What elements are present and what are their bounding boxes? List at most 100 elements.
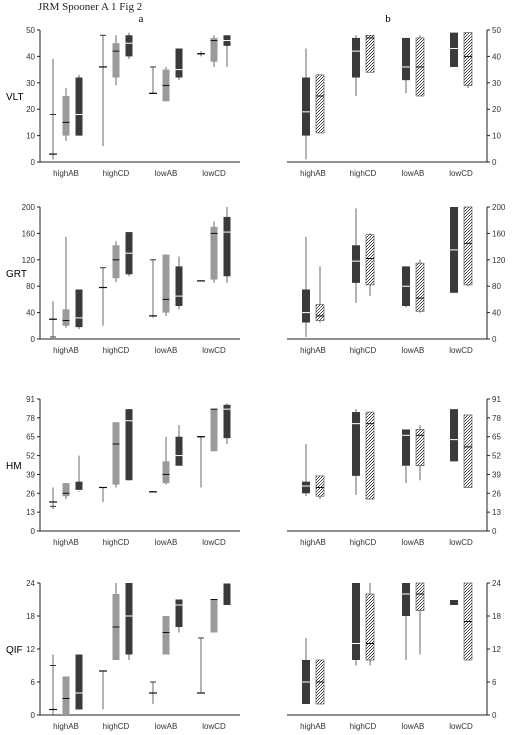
box-hatched <box>365 34 375 73</box>
box-body <box>450 599 458 605</box>
y-tick-label: 12 <box>26 645 35 654</box>
box-dark <box>75 289 83 330</box>
box-gray <box>210 221 218 283</box>
y-tick-label: 78 <box>26 414 35 423</box>
y-tick-label: 91 <box>492 395 501 404</box>
box-body <box>125 35 133 57</box>
box-body <box>125 583 133 655</box>
box-body <box>175 48 183 78</box>
y-tick-label: 50 <box>26 26 35 35</box>
box-dark <box>125 232 133 277</box>
box-body <box>210 226 218 280</box>
box-body <box>75 77 83 136</box>
box-body <box>352 412 360 476</box>
box-line <box>149 259 157 318</box>
box-line <box>197 436 205 488</box>
box-body <box>402 429 410 466</box>
box-body <box>210 37 218 62</box>
box-gray <box>210 599 218 633</box>
box-hatched <box>315 659 325 705</box>
y-tick-label: 120 <box>492 256 506 265</box>
box-body <box>365 34 375 73</box>
y-tick-label: 0 <box>492 527 497 536</box>
box-dark <box>302 236 310 338</box>
y-tick-label: 12 <box>492 645 501 654</box>
box-dark <box>75 74 83 136</box>
x-tick-label: highCD <box>350 346 377 355</box>
box-hatched <box>415 259 425 313</box>
box-body <box>315 304 325 321</box>
box-body <box>415 262 425 312</box>
x-tick-label: highCD <box>103 538 130 547</box>
box-hatched <box>365 583 375 666</box>
box-dark <box>223 207 231 283</box>
box-gray <box>162 254 170 316</box>
y-tick-label: 52 <box>26 452 35 461</box>
y-tick-label: 160 <box>22 229 36 238</box>
box-body <box>223 216 231 277</box>
box-body <box>210 599 218 633</box>
y-axis-label: GRT <box>6 269 27 280</box>
box-line <box>49 301 57 338</box>
y-tick-label: 24 <box>26 579 35 588</box>
y-tick-label: 0 <box>31 711 36 720</box>
box-dark <box>352 409 360 495</box>
box-hatched <box>315 266 325 323</box>
box-body <box>352 37 360 78</box>
box-body <box>112 245 120 279</box>
box-body <box>415 582 425 611</box>
y-tick-label: 30 <box>492 79 501 88</box>
y-tick-label: 10 <box>26 132 35 141</box>
box-dark <box>352 208 360 303</box>
box-line <box>149 681 157 704</box>
box-body <box>62 676 70 715</box>
box-line <box>49 487 57 510</box>
box-dark <box>302 638 310 704</box>
box-gray <box>62 676 70 715</box>
y-tick-label: 39 <box>492 470 501 479</box>
box-body <box>352 583 360 660</box>
y-tick-label: 39 <box>26 470 35 479</box>
y-tick-label: 0 <box>31 335 36 344</box>
panel-label-a: a <box>139 13 144 25</box>
y-tick-label: 40 <box>26 309 35 318</box>
box-body <box>62 309 70 326</box>
box-dark <box>223 403 231 444</box>
box-body <box>162 616 170 655</box>
box-hatched <box>463 414 473 488</box>
box-dark <box>175 48 183 81</box>
box-dark <box>402 429 410 484</box>
box-dark <box>125 32 133 60</box>
panel-label-b: b <box>385 13 391 25</box>
box-body <box>75 289 83 328</box>
box-dark <box>125 583 133 660</box>
x-tick-label: highAB <box>300 538 326 547</box>
box-body <box>223 404 231 439</box>
box-line <box>99 267 107 326</box>
y-tick-label: 26 <box>492 489 501 498</box>
y-tick-label: 6 <box>492 678 497 687</box>
x-tick-label: lowCD <box>449 538 473 547</box>
box-body <box>365 411 375 500</box>
y-tick-label: 52 <box>492 452 501 461</box>
box-gray <box>62 483 70 500</box>
box-dark <box>302 443 310 497</box>
box-body <box>112 43 120 78</box>
box-body <box>402 583 410 616</box>
box-body <box>210 409 218 452</box>
box-dark <box>175 256 183 310</box>
x-tick-label: lowAB <box>402 169 425 178</box>
box-body <box>75 654 83 710</box>
box-body <box>415 429 425 467</box>
box-body <box>463 32 473 86</box>
y-tick-label: 20 <box>492 105 501 114</box>
box-body <box>463 414 473 488</box>
box-dark <box>402 266 410 308</box>
box-body <box>175 599 183 627</box>
figure-header: JRM Spooner A 1 Fig 2 <box>38 1 143 13</box>
box-gray <box>162 436 170 485</box>
box-hatched <box>315 475 325 500</box>
box-dark <box>450 599 458 605</box>
box-line <box>49 59 57 160</box>
y-tick-label: 78 <box>492 414 501 423</box>
